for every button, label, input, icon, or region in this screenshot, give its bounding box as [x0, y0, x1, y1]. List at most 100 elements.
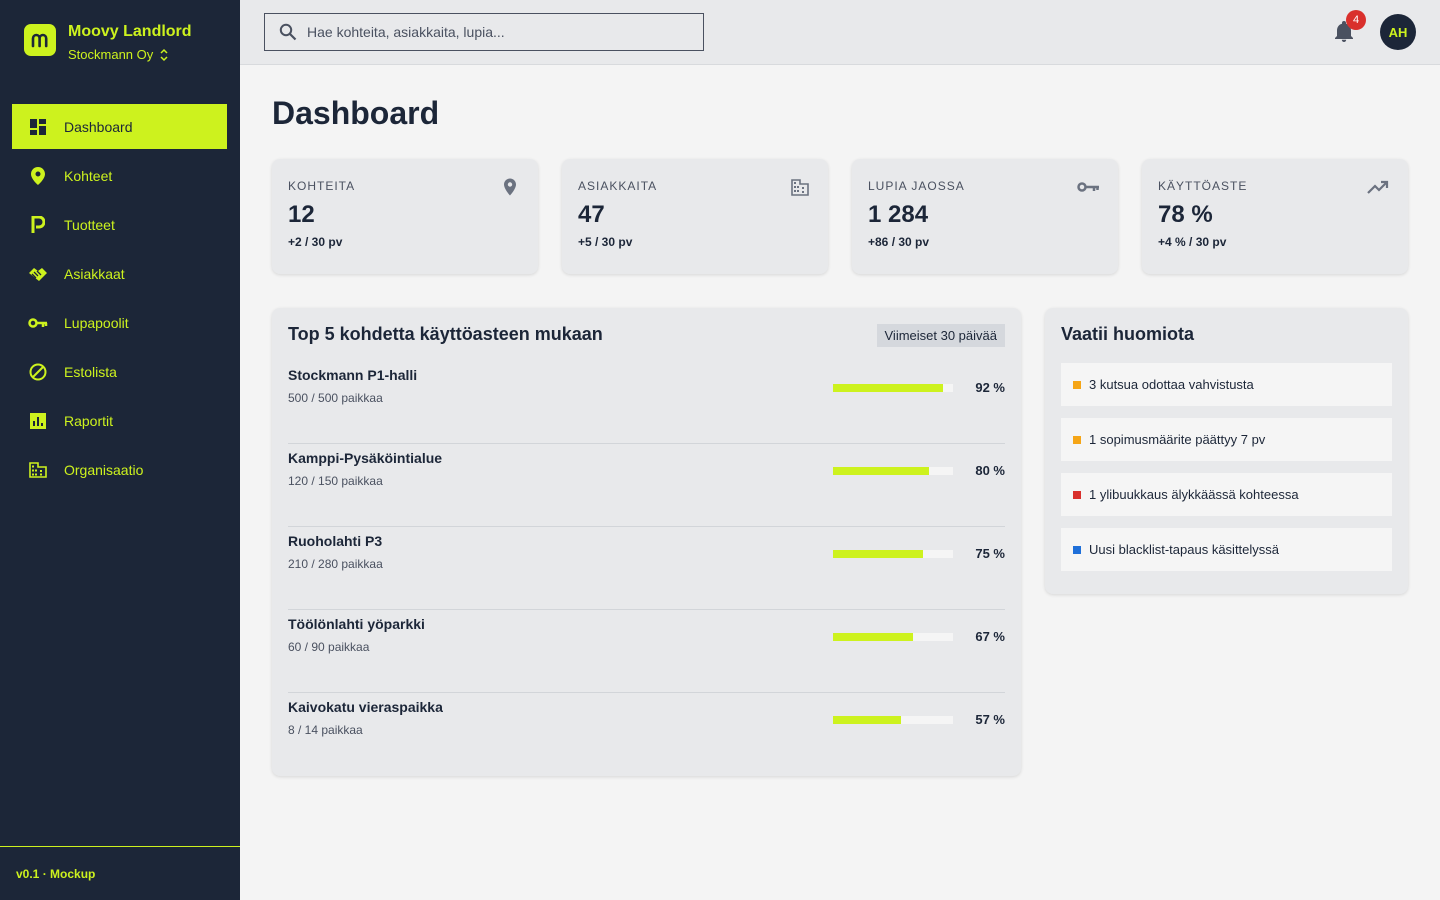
attention-text: 1 sopimusmäärite päättyy 7 pv — [1089, 432, 1266, 447]
capacity-text: 210 / 280 paikkaa — [288, 557, 383, 571]
utilization-bar-fill — [833, 633, 914, 641]
sidebar-item-label: Tuotteet — [64, 216, 115, 233]
org-name: Stockmann Oy — [68, 47, 154, 62]
utilization-percent: 75 % — [975, 546, 1005, 561]
sidebar-item-label: Estolista — [64, 363, 117, 380]
utilization-bar — [833, 633, 953, 641]
kpi-delta: +4 % / 30 pv — [1158, 235, 1227, 249]
utilization-bar — [833, 467, 953, 475]
status-dot-icon — [1073, 435, 1081, 444]
card-title: Top 5 kohdetta käyttöasteen mukaan — [288, 324, 603, 344]
top5-list: Stockmann P1-halli 500 / 500 paikkaa 92 … — [288, 361, 1005, 776]
attention-list: 3 kutsua odottaa vahvistusta 1 sopimusmä… — [1061, 363, 1392, 571]
sidebar-item-dashboard[interactable]: Dashboard — [12, 104, 227, 149]
utilization-bar — [833, 716, 953, 724]
user-avatar[interactable]: AH — [1380, 14, 1416, 50]
kpi-card-asiakkaita: ASIAKKAITA 47 +5 / 30 pv — [562, 159, 828, 274]
sidebar-item-organisaatio[interactable]: Organisaatio — [12, 447, 227, 492]
kpi-label: KOHTEITA — [288, 179, 356, 193]
kpi-label: ASIAKKAITA — [578, 179, 658, 193]
block-icon — [28, 362, 48, 382]
date-range-chip[interactable]: Viimeiset 30 päivää — [876, 324, 1005, 347]
status-dot-icon — [1073, 490, 1081, 499]
sidebar-item-raportit[interactable]: Raportit — [12, 398, 227, 443]
attention-item[interactable]: Uusi blacklist-tapaus käsittelyssä — [1061, 528, 1392, 571]
sidebar-item-label: Kohteet — [64, 167, 113, 184]
sidebar-item-label: Dashboard — [64, 118, 133, 135]
sidebar-item-label: Raportit — [64, 412, 114, 429]
page-title: Dashboard — [272, 95, 440, 131]
utilization-percent: 67 % — [975, 629, 1005, 644]
brand: Moovy Landlord Stockmann Oy — [24, 23, 192, 64]
sidebar-item-tuotteet[interactable]: Tuotteet — [12, 202, 227, 247]
parking-icon — [28, 215, 48, 235]
app-name: Moovy Landlord — [68, 23, 192, 40]
utilization-percent: 92 % — [975, 380, 1005, 395]
key-icon — [28, 313, 48, 333]
kpi-label: LUPIA JAOSSA — [868, 179, 965, 193]
org-switcher[interactable]: Stockmann Oy — [68, 46, 192, 64]
capacity-text: 500 / 500 paikkaa — [288, 391, 383, 405]
utilization-bar-fill — [833, 467, 929, 475]
sidebar-item-label: Organisaatio — [64, 461, 144, 478]
unfold-icon — [160, 48, 168, 62]
kpi-card-kayttoaste: KÄYTTÖASTE 78 % +4 % / 30 pv — [1142, 159, 1408, 274]
kpi-label: KÄYTTÖASTE — [1158, 179, 1248, 193]
location-pin-icon — [504, 178, 516, 196]
card-title: Vaatii huomiota — [1061, 324, 1195, 344]
list-item[interactable]: Kamppi-Pysäköintialue 120 / 150 paikkaa … — [288, 444, 1005, 527]
attention-item[interactable]: 1 sopimusmäärite päättyy 7 pv — [1061, 418, 1392, 461]
utilization-percent: 80 % — [975, 463, 1005, 478]
kpi-value: 78 % — [1158, 201, 1213, 228]
list-item[interactable]: Kaivokatu vieraspaikka 8 / 14 paikkaa 57… — [288, 693, 1005, 776]
utilization-bar — [833, 384, 953, 392]
kpi-value: 12 — [288, 201, 315, 228]
attention-item[interactable]: 1 ylibuukkaus älykkäässä kohteessa — [1061, 473, 1392, 516]
attention-text: 3 kutsua odottaa vahvistusta — [1089, 377, 1254, 392]
search-icon — [279, 23, 297, 41]
kpi-delta: +2 / 30 pv — [288, 235, 343, 249]
list-item[interactable]: Stockmann P1-halli 500 / 500 paikkaa 92 … — [288, 361, 1005, 444]
notification-badge: 4 — [1346, 10, 1366, 30]
capacity-text: 8 / 14 paikkaa — [288, 723, 363, 737]
list-item[interactable]: Ruoholahti P3 210 / 280 paikkaa 75 % — [288, 527, 1005, 610]
kpi-value: 1 284 — [868, 201, 929, 228]
building-icon — [791, 179, 809, 196]
sidebar: Moovy Landlord Stockmann Oy Dashboard Ko… — [0, 0, 240, 900]
location-pin-icon — [28, 166, 48, 186]
attention-item[interactable]: 3 kutsua odottaa vahvistusta — [1061, 363, 1392, 406]
location-name: Töölönlahti yöparkki — [288, 616, 425, 632]
location-name: Ruoholahti P3 — [288, 533, 383, 549]
organization-icon — [28, 460, 48, 480]
key-icon — [1077, 182, 1099, 192]
sidebar-item-lupapoolit[interactable]: Lupapoolit — [12, 300, 227, 345]
kpi-delta: +5 / 30 pv — [578, 235, 633, 249]
attention-text: Uusi blacklist-tapaus käsittelyssä — [1089, 542, 1280, 557]
utilization-bar-fill — [833, 384, 944, 392]
moovy-logo-icon — [24, 24, 56, 56]
utilization-bar — [833, 550, 953, 558]
topbar: 4 AH — [240, 0, 1440, 65]
sidebar-item-asiakkaat[interactable]: Asiakkaat — [12, 251, 227, 296]
search-input[interactable] — [307, 24, 687, 40]
sidebar-item-label: Lupapoolit — [64, 314, 129, 331]
sidebar-nav: Dashboard Kohteet Tuotteet Asiakkaat Lup… — [12, 104, 227, 496]
location-name: Kaivokatu vieraspaikka — [288, 699, 443, 715]
attention-text: 1 ylibuukkaus älykkäässä kohteessa — [1089, 487, 1299, 502]
kpi-value: 47 — [578, 201, 605, 228]
report-icon — [28, 411, 48, 431]
search-box[interactable] — [264, 13, 704, 51]
status-dot-icon — [1073, 545, 1081, 554]
utilization-bar-fill — [833, 716, 902, 724]
list-item[interactable]: Töölönlahti yöparkki 60 / 90 paikkaa 67 … — [288, 610, 1005, 693]
attention-card: Vaatii huomiota 3 kutsua odottaa vahvist… — [1045, 308, 1408, 594]
version-label: v0.1 · Mockup — [0, 846, 240, 900]
capacity-text: 60 / 90 paikkaa — [288, 640, 370, 654]
sidebar-item-label: Asiakkaat — [64, 265, 125, 282]
status-dot-icon — [1073, 380, 1081, 389]
capacity-text: 120 / 150 paikkaa — [288, 474, 383, 488]
sidebar-item-kohteet[interactable]: Kohteet — [12, 153, 227, 198]
location-name: Kamppi-Pysäköintialue — [288, 450, 443, 466]
sidebar-item-estolista[interactable]: Estolista — [12, 349, 227, 394]
handshake-icon — [28, 264, 48, 284]
